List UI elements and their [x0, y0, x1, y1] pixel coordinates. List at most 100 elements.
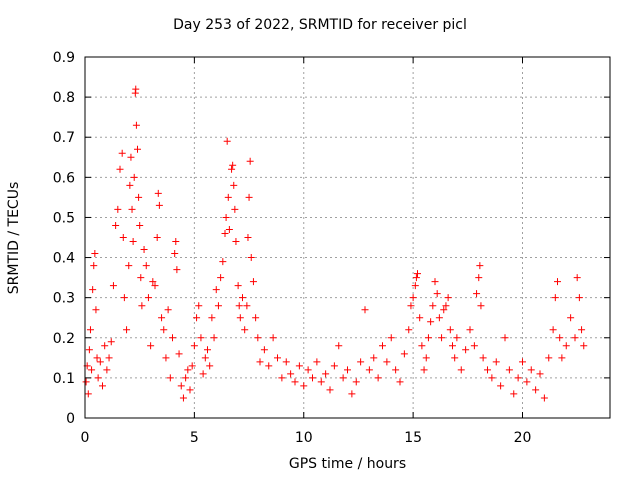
data-point [370, 354, 378, 362]
data-point [101, 342, 109, 350]
data-point [154, 189, 162, 197]
data-point [107, 338, 115, 346]
plot-frame [84, 56, 611, 419]
data-point [112, 221, 120, 229]
data-point [84, 390, 92, 398]
data-point [166, 374, 174, 382]
data-point [142, 262, 150, 270]
data-point [339, 374, 347, 382]
data-point [274, 354, 281, 362]
y-tick-label: 0.7 [53, 130, 75, 146]
y-tick-label: 0.8 [53, 90, 75, 106]
data-point [444, 294, 452, 302]
data-point [199, 370, 207, 378]
data-point [313, 358, 321, 366]
data-point [160, 326, 168, 334]
data-point [488, 374, 496, 382]
data-point [365, 366, 373, 374]
data-point [462, 346, 470, 354]
data-point [93, 354, 101, 362]
data-point [229, 161, 237, 169]
data-point [429, 302, 437, 310]
data-point [477, 302, 485, 310]
data-point [86, 326, 94, 334]
data-point [130, 173, 138, 181]
data-point [195, 302, 203, 310]
data-point [527, 366, 535, 374]
data-point [99, 382, 106, 390]
data-point [89, 286, 97, 294]
data-point [243, 302, 251, 310]
data-point [132, 85, 140, 93]
data-point [236, 314, 244, 322]
data-point [127, 153, 135, 161]
data-point [411, 282, 419, 290]
chart-title: Day 253 of 2022, SRMTID for receiver pic… [173, 17, 467, 33]
x-tick-label: 10 [295, 430, 313, 446]
data-point [449, 342, 456, 350]
grid-lines [85, 57, 610, 418]
data-point [431, 278, 439, 286]
data-point [193, 314, 201, 322]
data-point [457, 366, 465, 374]
data-point [96, 358, 104, 366]
data-point [232, 238, 240, 246]
data-point [269, 334, 277, 342]
y-tick-label: 0.9 [53, 50, 75, 66]
data-point [231, 205, 239, 213]
data-point [532, 386, 540, 394]
data-point [348, 390, 356, 398]
data-point [492, 358, 500, 366]
data-point [578, 326, 586, 334]
data-point [134, 145, 141, 153]
data-point [114, 205, 122, 213]
data-point [179, 394, 187, 402]
data-point [505, 366, 513, 374]
data-point [155, 201, 163, 209]
x-tick-label: 0 [81, 430, 90, 446]
data-point [407, 302, 415, 310]
data-point [326, 386, 334, 394]
data-point [330, 362, 338, 370]
data-point [151, 282, 159, 290]
data-point [190, 342, 198, 350]
data-point [479, 354, 487, 362]
data-point [245, 193, 253, 201]
data-point [427, 318, 435, 326]
data-point [344, 366, 351, 374]
data-point [147, 342, 155, 350]
data-point [158, 314, 166, 322]
data-point [204, 346, 211, 354]
data-point [278, 374, 286, 382]
data-point [453, 334, 461, 342]
x-axis-label: GPS time / hours [288, 456, 407, 472]
data-point [556, 334, 564, 342]
data-point [571, 334, 579, 342]
data-point [379, 342, 386, 350]
data-point [144, 294, 152, 302]
data-point [169, 334, 176, 342]
data-point [188, 362, 196, 370]
data-point [82, 378, 90, 386]
data-point [435, 314, 443, 322]
x-tick-label: 15 [404, 430, 422, 446]
data-point [241, 326, 249, 334]
data-point [317, 378, 325, 386]
data-point [265, 362, 273, 370]
data-point [440, 306, 448, 314]
data-point [322, 370, 330, 378]
data-point [118, 149, 126, 157]
data-point [224, 193, 232, 201]
data-point [175, 350, 183, 358]
data-point [223, 137, 231, 145]
data-point [234, 282, 242, 290]
data-point [129, 238, 137, 246]
x-tick-label: 5 [190, 430, 199, 446]
data-point [92, 306, 100, 314]
data-point [540, 394, 548, 402]
data-point [501, 334, 509, 342]
data-point [132, 121, 140, 129]
data-point [128, 205, 136, 213]
data-point [164, 306, 172, 314]
data-point [235, 302, 243, 310]
